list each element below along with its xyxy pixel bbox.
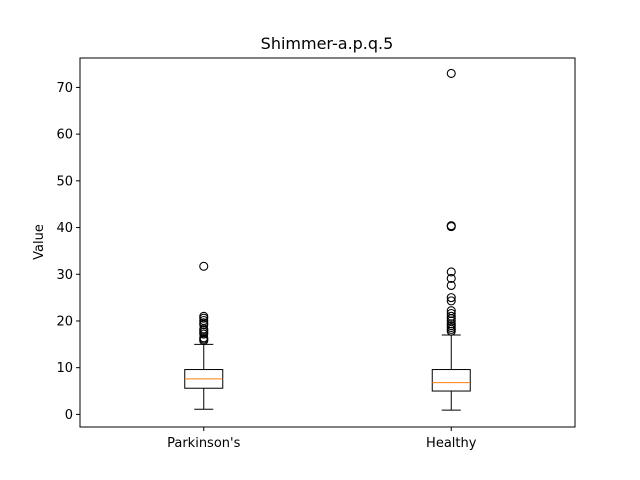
outlier-point <box>199 311 209 321</box>
y-tick-label: 60 <box>56 128 73 143</box>
y-tick-label: 50 <box>56 174 73 189</box>
outlier-point <box>199 261 209 271</box>
x-tick-label: Healthy <box>426 436 477 451</box>
outlier-point <box>446 308 456 319</box>
outlier-point <box>446 306 456 316</box>
outlier-point <box>446 267 456 277</box>
plot-frame <box>79 57 576 428</box>
outlier-point <box>446 68 456 78</box>
outlier-point <box>199 315 209 326</box>
iqr-box <box>431 369 471 392</box>
y-tick-label: 40 <box>56 221 73 236</box>
outlier-point <box>446 311 456 321</box>
outlier-point <box>446 293 456 303</box>
y-tick-label: 10 <box>56 361 73 376</box>
x-tick-label: Parkinson's <box>167 436 240 451</box>
plot-area: 0 10 20 30 40 50 60 70 Parkinson's Healthy <box>56 68 477 451</box>
outlier-point <box>199 318 209 328</box>
y-tick-label: 0 <box>65 408 73 423</box>
outlier-point <box>446 280 456 291</box>
y-tick-label: 70 <box>56 81 73 96</box>
outlier-point <box>446 221 456 231</box>
y-tick-label: 30 <box>56 268 73 283</box>
chart-title: Shimmer-a.p.q.5 <box>261 34 394 53</box>
y-tick-label: 20 <box>56 314 73 329</box>
outlier-point <box>446 296 456 306</box>
y-axis-label: Value <box>32 224 47 260</box>
outlier-point <box>446 273 456 284</box>
